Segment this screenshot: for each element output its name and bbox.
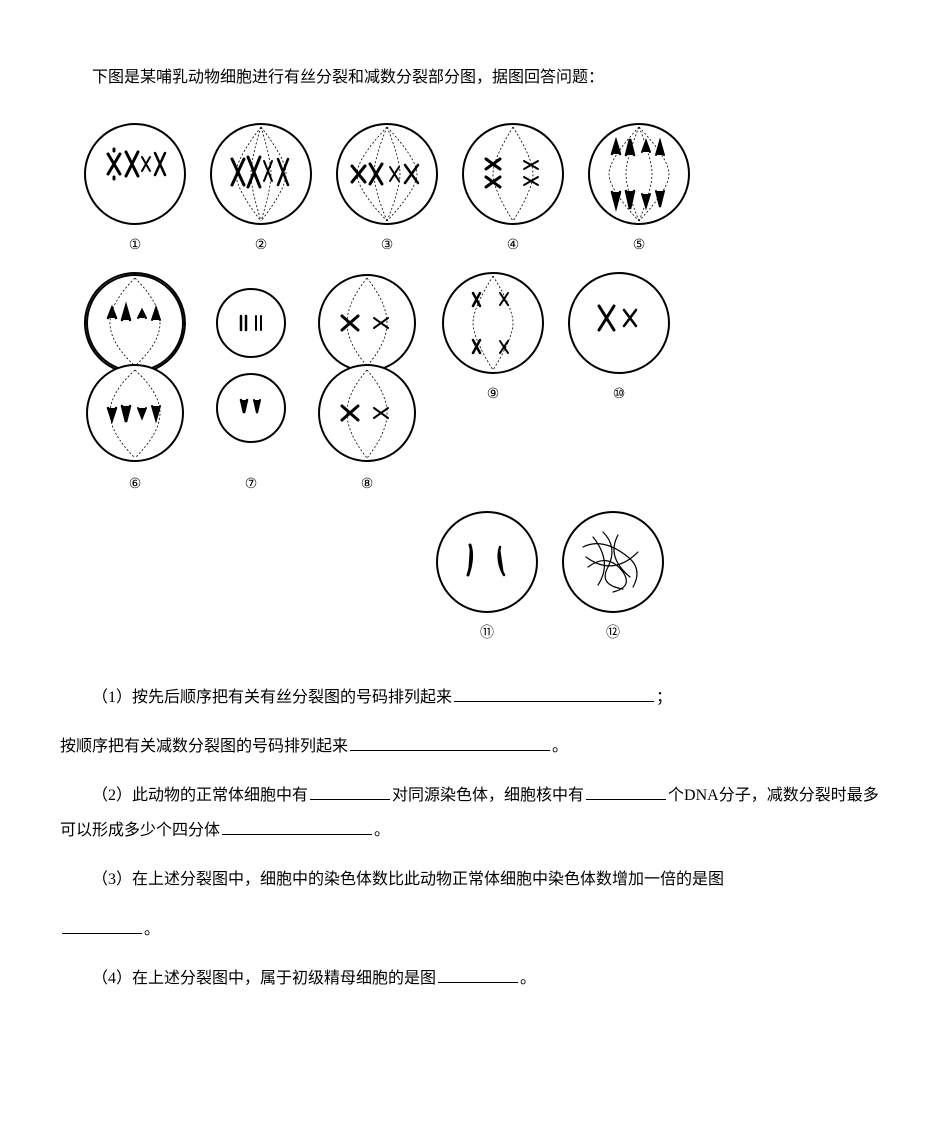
q3-blank[interactable]: [62, 916, 142, 934]
cell-8-label: ⑧: [361, 470, 374, 501]
q1b-blank[interactable]: [350, 733, 550, 751]
question-2: （2）此动物的正常体细胞中有对同源染色体，细胞核中有个DNA分子，减数分裂时最多…: [60, 778, 885, 848]
cell-10-svg: [564, 268, 674, 378]
q1b-text: 按顺序把有关减数分裂图的号码排列起来: [60, 738, 348, 755]
intro-text: 下图是某哺乳动物细胞进行有丝分裂和减数分裂部分图，据图回答问题：: [60, 60, 885, 95]
figure-row-1: ①: [80, 119, 885, 262]
figure-row-2: ⑥ ⑦: [80, 268, 885, 501]
cell-9-svg: [438, 268, 548, 378]
q1b-tail: 。: [552, 738, 568, 755]
q4a-text: （4）在上述分裂图中，属于初级精母细胞的是图: [92, 970, 436, 987]
q4b-text: 。: [520, 970, 536, 987]
question-1a: （1）按先后顺序把有关有丝分裂图的号码排列起来 ；: [60, 680, 885, 715]
cell-11-svg: [432, 507, 542, 617]
cell-5-label: ⑤: [633, 231, 646, 262]
question-1b: 按顺序把有关减数分裂图的号码排列起来 。: [60, 729, 885, 764]
cell-12-label: ⑫: [606, 619, 620, 650]
cell-12: ⑫: [558, 507, 668, 650]
cell-4: ④: [458, 119, 568, 262]
cell-5-svg: [584, 119, 694, 229]
cell-10-label: ⑩: [613, 380, 626, 411]
cell-4-label: ④: [507, 231, 520, 262]
cell-11: ⑪: [432, 507, 542, 650]
q2-blank-2[interactable]: [586, 782, 666, 800]
cell-1-label: ①: [129, 231, 142, 262]
cell-6: ⑥: [80, 268, 190, 501]
cell-11-label: ⑪: [480, 619, 494, 650]
cell-5: ⑤: [584, 119, 694, 262]
q3a-text: （3）在上述分裂图中，细胞中的染色体数比此动物正常体细胞中染色体数增加一倍的是图: [92, 871, 724, 888]
q1a-tail: ；: [656, 689, 672, 706]
q2d-text: 。: [374, 822, 390, 839]
q2b-text: 对同源染色体，细胞核中有: [392, 787, 584, 804]
cell-12-svg: [558, 507, 668, 617]
q2a-text: （2）此动物的正常体细胞中有: [92, 787, 308, 804]
q1a-blank[interactable]: [454, 684, 654, 702]
cell-2-svg: [206, 119, 316, 229]
cell-7: ⑦: [206, 268, 296, 501]
cell-3-label: ③: [381, 231, 394, 262]
cell-10: ⑩: [564, 268, 674, 411]
figure-row-3: ⑪ ⑫: [432, 507, 885, 650]
cell-1-svg: [80, 119, 190, 229]
cell-9-label: ⑨: [487, 380, 500, 411]
cell-6-label: ⑥: [129, 470, 142, 501]
cell-6-svg: [80, 268, 190, 468]
cell-7-label: ⑦: [245, 470, 258, 501]
q2-blank-3[interactable]: [222, 818, 372, 836]
figure-area: ①: [80, 119, 885, 649]
q1a-text: （1）按先后顺序把有关有丝分裂图的号码排列起来: [92, 689, 452, 706]
cell-8-svg: [312, 268, 422, 468]
cell-8: ⑧: [312, 268, 422, 501]
cell-2-label: ②: [255, 231, 268, 262]
cell-1: ①: [80, 119, 190, 262]
question-3: （3）在上述分裂图中，细胞中的染色体数比此动物正常体细胞中染色体数增加一倍的是图: [60, 862, 885, 897]
cell-4-svg: [458, 119, 568, 229]
cell-9: ⑨: [438, 268, 548, 411]
question-4: （4）在上述分裂图中，属于初级精母细胞的是图 。: [60, 961, 885, 996]
q2-blank-1[interactable]: [310, 782, 390, 800]
cell-7-svg: [206, 268, 296, 468]
cell-2: ②: [206, 119, 316, 262]
q4-blank[interactable]: [438, 965, 518, 983]
cell-3: ③: [332, 119, 442, 262]
question-3-blank-line: 。: [60, 912, 885, 947]
cell-3-svg: [332, 119, 442, 229]
q3b-text: 。: [144, 921, 160, 938]
